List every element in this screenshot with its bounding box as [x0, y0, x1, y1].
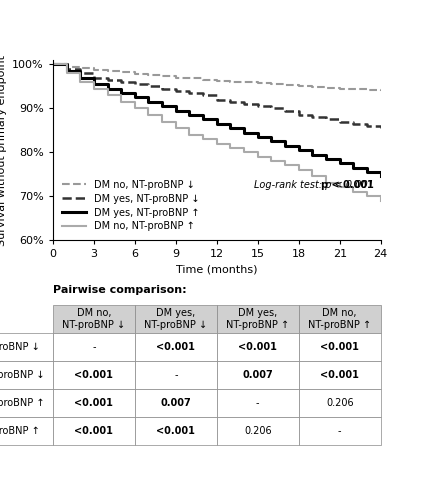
Legend: DM no, NT-proBNP ↓, DM yes, NT-proBNP ↓, DM yes, NT-proBNP ↑, DM no, NT-proBNP ↑: DM no, NT-proBNP ↓, DM yes, NT-proBNP ↓,… [58, 176, 203, 236]
X-axis label: Time (months): Time (months) [176, 265, 258, 275]
Text: Pairwise comparison:: Pairwise comparison: [53, 284, 187, 294]
Text: p < 0.001: p < 0.001 [240, 180, 374, 190]
Y-axis label: Survival without primary endpoint: Survival without primary endpoint [0, 54, 7, 246]
Text: Log-rank test: p < 0.001: Log-rank test: p < 0.001 [254, 180, 374, 190]
